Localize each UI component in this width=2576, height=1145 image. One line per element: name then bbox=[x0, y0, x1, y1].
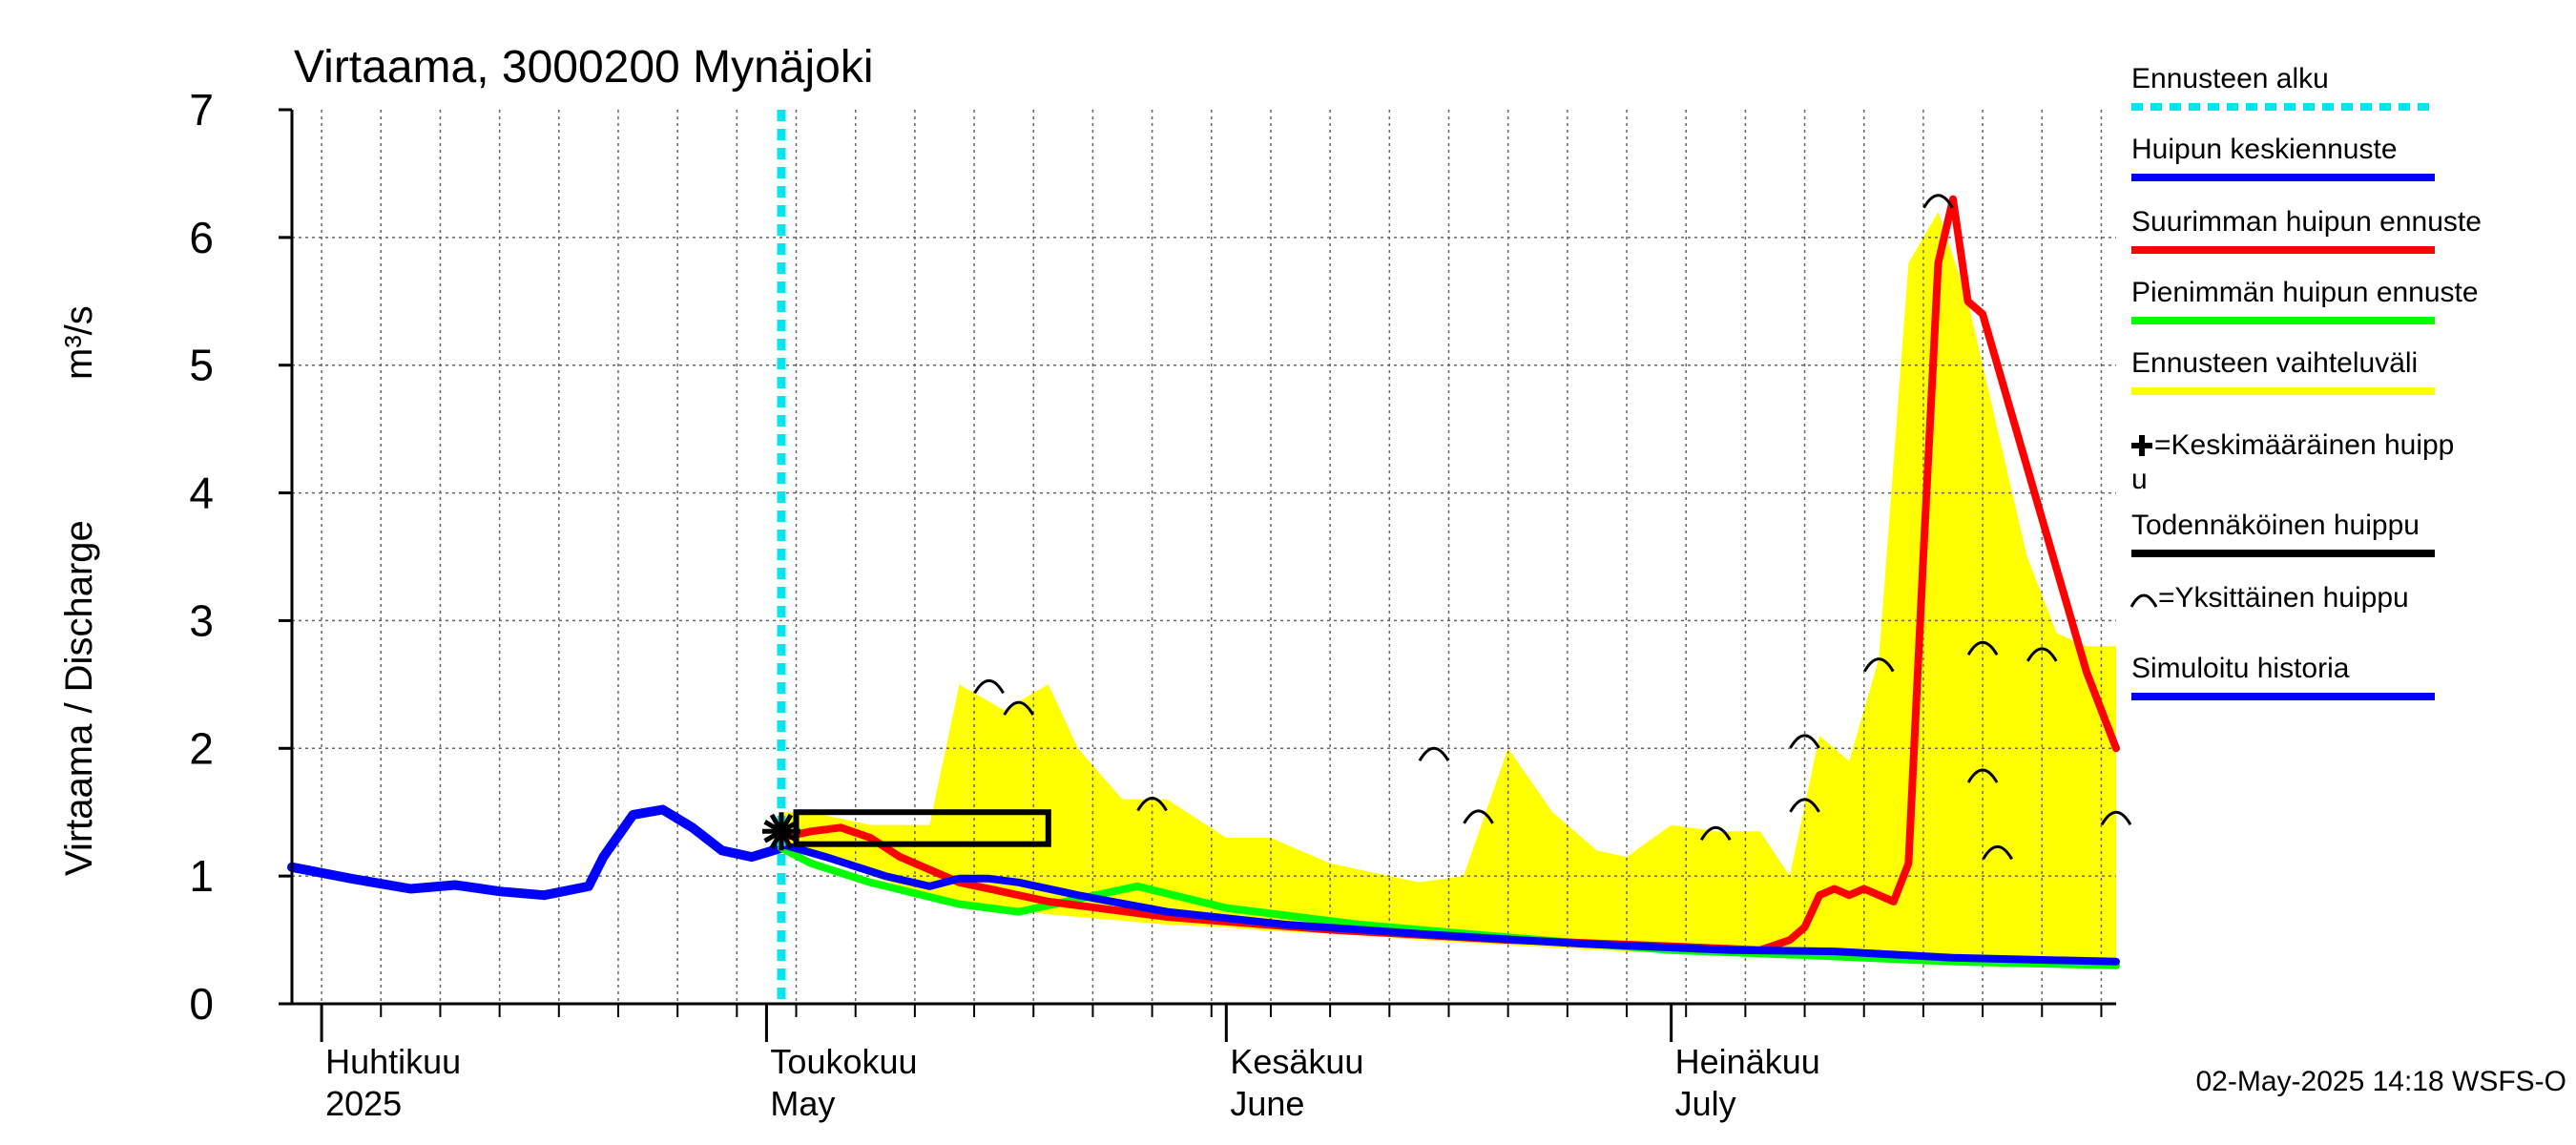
y-tick-label: 2 bbox=[189, 723, 214, 773]
legend-item: Huipun keskiennuste bbox=[2131, 134, 2435, 181]
single-peak-marker bbox=[1699, 825, 1732, 842]
legend-item: Pienimmän huipun ennuste bbox=[2131, 277, 2479, 324]
y-tick-label: 0 bbox=[189, 979, 214, 1029]
simulated-history-line bbox=[287, 804, 786, 901]
single-peak-marker bbox=[1922, 194, 1954, 209]
single-peak-marker bbox=[1136, 797, 1168, 812]
y-tick-label: 5 bbox=[189, 341, 214, 390]
legend-item: Todennäköinen huippu bbox=[2131, 510, 2435, 557]
plot-area bbox=[287, 110, 2132, 1004]
month-year-label: May bbox=[770, 1084, 835, 1123]
legend-label: Todennäköinen huippu bbox=[2131, 510, 2420, 541]
single-peak-marker bbox=[1966, 640, 1999, 656]
single-peak-marker bbox=[2100, 810, 2132, 826]
y-tick-label: 3 bbox=[189, 595, 214, 645]
legend-label: Ennusteen alku bbox=[2131, 63, 2329, 94]
legend-label: =Keskimääräinen huipp bbox=[2154, 429, 2454, 461]
month-year-label: 2025 bbox=[325, 1084, 402, 1123]
single-peak-marker bbox=[1003, 700, 1034, 716]
legend-plus-icon bbox=[2131, 435, 2152, 456]
y-tick-label: 1 bbox=[189, 851, 214, 901]
legend-label: Suurimman huipun ennuste bbox=[2131, 206, 2482, 238]
grid bbox=[292, 110, 2116, 1004]
y-tick-label: 4 bbox=[189, 468, 214, 518]
legend-item: Simuloitu historia bbox=[2131, 653, 2435, 700]
month-label: Huhtikuu bbox=[325, 1042, 461, 1081]
y-tick-label: 7 bbox=[189, 85, 214, 135]
legend-item: Suurimman huipun ennuste bbox=[2131, 206, 2482, 254]
chart-title: Virtaama, 3000200 Mynäjoki bbox=[294, 42, 873, 93]
legend-label: Pienimmän huipun ennuste bbox=[2131, 277, 2479, 308]
single-peak-marker bbox=[1418, 746, 1450, 762]
month-year-label: June bbox=[1230, 1084, 1304, 1123]
mean-peak-forecast-line bbox=[778, 840, 2120, 966]
legend-arc-icon bbox=[2129, 593, 2158, 608]
month-label: Heinäkuu bbox=[1675, 1042, 1820, 1081]
legend-label: =Yksittäinen huippu bbox=[2158, 582, 2409, 614]
legend-item: =Keskimääräinen huippu bbox=[2131, 429, 2454, 495]
legend-label-wrap: u bbox=[2131, 464, 2148, 495]
footer-timestamp: 02-May-2025 14:18 WSFS-O bbox=[2196, 1066, 2567, 1097]
single-peak-marker bbox=[1982, 844, 2013, 861]
single-peak-marker bbox=[1789, 734, 1820, 749]
single-peak-marker bbox=[1463, 809, 1494, 824]
single-peak-marker bbox=[1789, 798, 1820, 813]
mean-peak-marker-stroke bbox=[763, 820, 800, 843]
single-peak-marker bbox=[973, 678, 1005, 695]
mean-peak-marker bbox=[761, 812, 800, 851]
legend-item: =Yksittäinen huippu bbox=[2129, 582, 2409, 614]
legend: Ennusteen alku Huipun keskiennuste Suurimm… bbox=[2129, 63, 2482, 700]
legend-label: Ennusteen vaihteluväli bbox=[2131, 347, 2418, 379]
month-year-label: July bbox=[1675, 1084, 1736, 1123]
y-tick-label: 6 bbox=[189, 213, 214, 262]
legend-item: Ennusteen vaihteluväli bbox=[2131, 347, 2435, 395]
single-peak-marker bbox=[1966, 768, 1999, 783]
legend-label: Simuloitu historia bbox=[2131, 653, 2350, 684]
single-peak-marker bbox=[1862, 657, 1895, 673]
single-peak-marker bbox=[2025, 647, 2058, 662]
y-axis-label: Virtaama / Discharge bbox=[58, 520, 100, 876]
month-label: Kesäkuu bbox=[1230, 1042, 1363, 1081]
legend-label: Huipun keskiennuste bbox=[2131, 134, 2398, 165]
probable-peak-box bbox=[793, 809, 1051, 847]
y-axis-unit: m³/s bbox=[58, 305, 100, 380]
y-axis: 0 1 2 3 4 5 6 7 bbox=[189, 85, 294, 1029]
month-label: Toukokuu bbox=[770, 1042, 917, 1081]
legend-item: Ennusteen alku bbox=[2131, 63, 2435, 111]
